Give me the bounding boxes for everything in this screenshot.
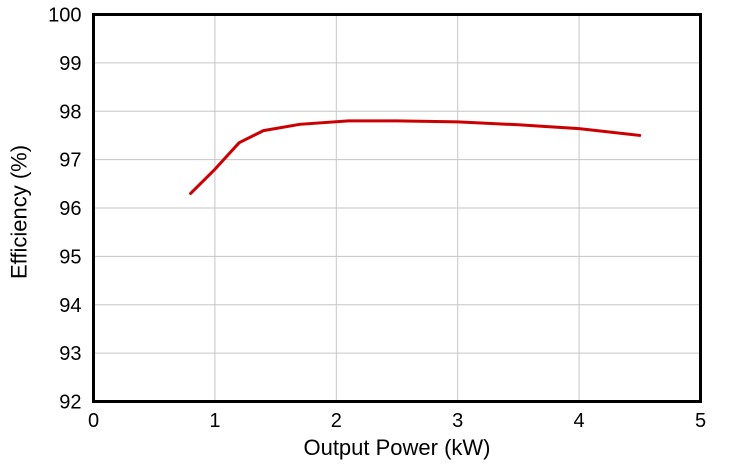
x-axis-title: Output Power (kW) xyxy=(303,435,490,460)
efficiency-curve xyxy=(189,119,642,195)
y-tick-label: 97 xyxy=(59,150,81,172)
x-tick-label: 0 xyxy=(88,410,99,432)
x-tick-label: 5 xyxy=(695,410,706,432)
y-tick-label: 94 xyxy=(59,295,81,317)
y-tick-label: 99 xyxy=(59,53,81,75)
frame-layer xyxy=(92,13,702,403)
y-tick-label: 92 xyxy=(59,392,81,414)
grid-layer xyxy=(93,14,701,402)
x-tick-label: 2 xyxy=(331,410,342,432)
plot-frame xyxy=(92,13,702,403)
x-tick-label: 3 xyxy=(452,410,463,432)
series-layer xyxy=(189,119,642,195)
y-axis-title: Efficiency (%) xyxy=(7,145,32,279)
tick-layer: 0 1 2 3 4 5 92 93 94 95 96 97 98 99 100 xyxy=(48,5,706,433)
y-tick-label: 96 xyxy=(59,198,81,220)
y-tick-label: 100 xyxy=(48,5,81,27)
x-tick-label: 1 xyxy=(209,410,220,432)
y-tick-label: 93 xyxy=(59,343,81,365)
y-tick-label: 98 xyxy=(59,101,81,123)
x-tick-label: 4 xyxy=(574,410,585,432)
y-tick-label: 95 xyxy=(59,246,81,268)
